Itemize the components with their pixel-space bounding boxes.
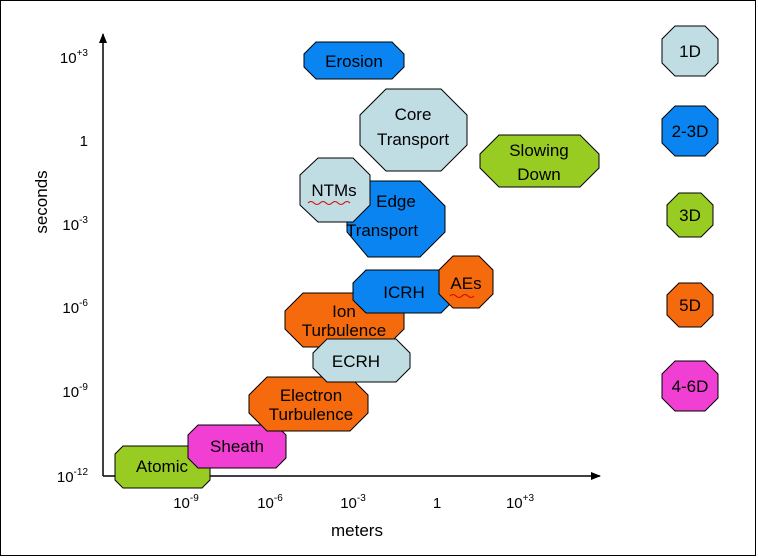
- x-tick-label: 10-6: [257, 493, 283, 512]
- x-tick-label: 10-9: [173, 493, 199, 512]
- svg-text:Ion: Ion: [332, 302, 356, 321]
- svg-text:Down: Down: [517, 165, 560, 184]
- region-slowing-down: Slowing Down: [479, 134, 600, 188]
- y-tick-label: 10-9: [62, 382, 88, 401]
- svg-text:Core: Core: [395, 105, 432, 124]
- svg-text:4-6D: 4-6D: [672, 377, 709, 396]
- legend-item-1d: 1D: [661, 25, 719, 77]
- region-aes: AEs: [438, 255, 494, 309]
- x-tick-label: 10+3: [506, 493, 535, 512]
- region-ntms: NTMs: [299, 157, 371, 223]
- spellcheck-underline: [307, 201, 351, 205]
- legend-item-3d: 3D: [666, 192, 714, 238]
- svg-text:5D: 5D: [679, 296, 701, 315]
- y-tick-label: 10+3: [60, 48, 89, 67]
- svg-text:ICRH: ICRH: [383, 283, 425, 302]
- svg-text:3D: 3D: [679, 206, 701, 225]
- svg-text:Transport: Transport: [377, 130, 449, 149]
- svg-text:2-3D: 2-3D: [672, 122, 709, 141]
- region-ecrh: ECRH: [312, 338, 411, 383]
- svg-text:Turbulence: Turbulence: [302, 321, 386, 340]
- svg-text:AEs: AEs: [450, 274, 481, 293]
- svg-text:Atomic: Atomic: [136, 457, 188, 476]
- region-core-transport: Core Transport: [359, 88, 468, 172]
- y-axis-label: seconds: [32, 170, 51, 233]
- svg-text:1D: 1D: [679, 42, 701, 61]
- y-tick-label: 10-3: [62, 215, 88, 234]
- legend-item-2-3d: 2-3D: [661, 105, 719, 157]
- x-tick-label: 10-3: [340, 493, 366, 512]
- y-tick-label: 10-12: [57, 467, 89, 486]
- region-atomic: Atomic: [114, 445, 211, 489]
- svg-text:Sheath: Sheath: [210, 437, 264, 456]
- x-axis-label: meters: [331, 521, 383, 540]
- svg-text:Electron: Electron: [280, 386, 342, 405]
- legend-item-4-6d: 4-6D: [661, 360, 719, 412]
- svg-text:Erosion: Erosion: [325, 52, 383, 71]
- svg-text:Transport: Transport: [346, 221, 418, 240]
- legend-item-5d: 5D: [666, 282, 714, 328]
- region-electron-turbulence: Electron Turbulence: [248, 376, 369, 432]
- svg-text:NTMs: NTMs: [311, 181, 356, 200]
- svg-text:Edge: Edge: [376, 192, 416, 211]
- svg-text:ECRH: ECRH: [332, 352, 380, 371]
- spellcheck-underline: [449, 294, 475, 298]
- region-ion-turbulence: Ion Turbulence: [284, 292, 405, 348]
- legend: 1D 2-3D 3D 5D 4-6D: [661, 25, 719, 412]
- region-erosion: Erosion: [303, 41, 405, 80]
- svg-text:Slowing: Slowing: [509, 141, 569, 160]
- y-tick-label: 10-6: [62, 298, 88, 317]
- x-tick-label: 1: [433, 495, 441, 512]
- y-tick-label: 1: [80, 133, 88, 150]
- svg-text:Turbulence: Turbulence: [269, 405, 353, 424]
